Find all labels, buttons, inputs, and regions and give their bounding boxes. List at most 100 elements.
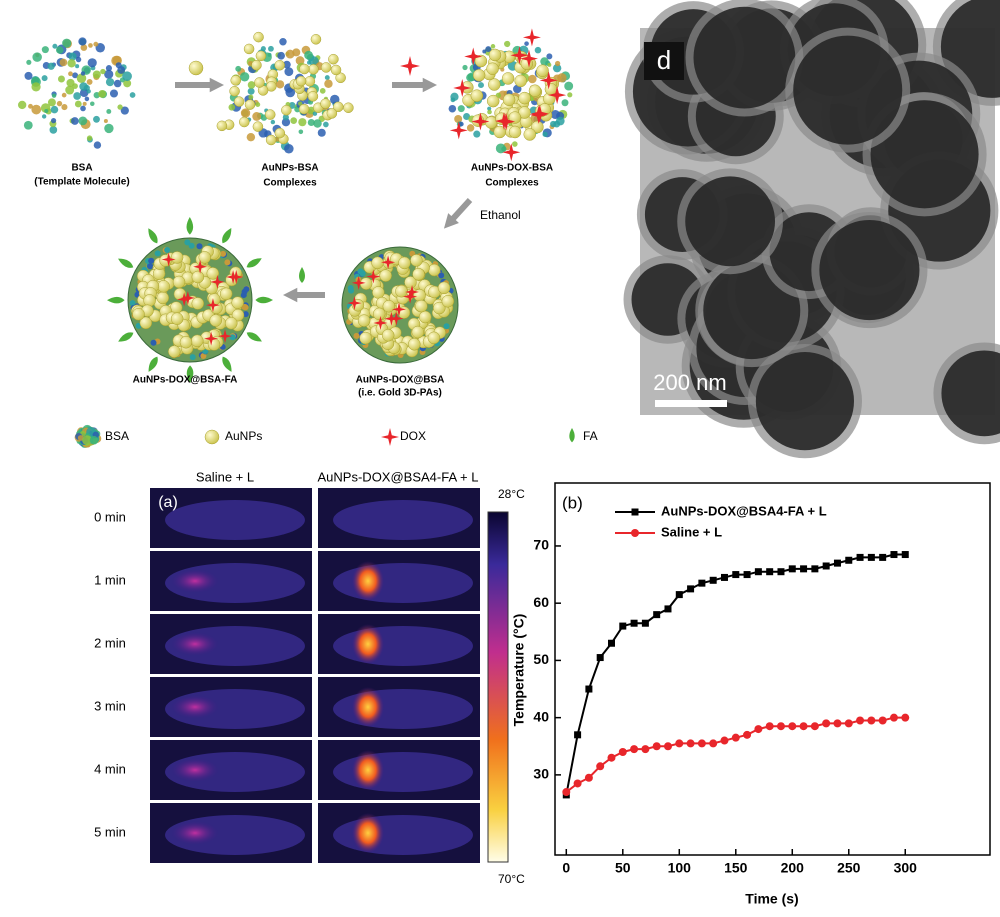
gold-np bbox=[239, 116, 250, 128]
protein-coil bbox=[80, 44, 88, 51]
gold-np bbox=[310, 34, 322, 45]
particle bbox=[819, 219, 920, 321]
protein-coil bbox=[103, 119, 108, 124]
gold-np bbox=[216, 120, 228, 132]
protein-coil bbox=[567, 92, 573, 98]
point bbox=[731, 733, 740, 742]
mouse bbox=[165, 500, 305, 540]
protein-coil bbox=[319, 88, 326, 94]
gold-np bbox=[502, 93, 516, 107]
protein-coil bbox=[463, 113, 471, 121]
protein-coil bbox=[41, 46, 49, 54]
protein-coil bbox=[47, 98, 56, 107]
protein-coil bbox=[47, 62, 55, 70]
protein-coil bbox=[255, 102, 261, 108]
legend-text: Saline + L bbox=[661, 524, 722, 539]
thermal-images: 0 min 1 min 2 min 3 min 4 min 5 min bbox=[94, 488, 480, 863]
gold-np bbox=[295, 75, 307, 87]
gold-np bbox=[209, 314, 222, 327]
point bbox=[833, 559, 841, 567]
protein-coil bbox=[76, 73, 87, 83]
gold-np bbox=[307, 91, 319, 102]
protein-coil bbox=[313, 119, 322, 128]
row-label: 5 min bbox=[94, 824, 126, 839]
fa bbox=[107, 296, 125, 304]
dox bbox=[226, 270, 241, 285]
protein-coil bbox=[246, 132, 256, 142]
point bbox=[687, 585, 695, 593]
protein-coil bbox=[52, 43, 58, 49]
protein-coil bbox=[31, 82, 41, 92]
protein-coil bbox=[106, 108, 112, 114]
particle bbox=[703, 262, 801, 360]
protein-coil bbox=[324, 75, 330, 81]
gold-np bbox=[231, 296, 244, 309]
point bbox=[743, 571, 751, 579]
protein-coil bbox=[353, 332, 360, 339]
y-tick-label: 60 bbox=[533, 594, 549, 610]
protein-coil bbox=[220, 250, 227, 257]
protein-coil bbox=[324, 79, 333, 88]
protein-coil bbox=[512, 141, 518, 147]
gold-np bbox=[229, 85, 240, 97]
point bbox=[562, 788, 571, 797]
protein-coil bbox=[317, 128, 326, 137]
protein-coil bbox=[242, 303, 249, 310]
point bbox=[901, 713, 910, 722]
protein-coil bbox=[164, 247, 171, 254]
protein-coil bbox=[73, 92, 81, 100]
gold-np bbox=[298, 103, 310, 115]
schematic-art bbox=[17, 28, 575, 448]
gold-np bbox=[320, 98, 331, 109]
protein-coil bbox=[148, 257, 155, 264]
protein-coil bbox=[285, 87, 296, 98]
series-line bbox=[565, 553, 906, 796]
gold-np bbox=[488, 78, 501, 91]
protein-coil bbox=[56, 100, 63, 107]
point bbox=[630, 619, 638, 627]
protein-coil bbox=[88, 43, 93, 48]
protein-coil bbox=[44, 108, 49, 114]
x-tick-label: 250 bbox=[837, 860, 861, 876]
point bbox=[664, 605, 672, 613]
protein-coil bbox=[67, 59, 76, 68]
panel-label: d bbox=[657, 45, 671, 75]
point bbox=[652, 742, 661, 751]
protein-coil bbox=[312, 111, 318, 116]
gold-np bbox=[418, 310, 432, 324]
y-tick-label: 70 bbox=[533, 537, 549, 553]
dox bbox=[366, 269, 381, 284]
point bbox=[596, 762, 605, 771]
gold-np bbox=[264, 109, 276, 120]
point bbox=[822, 562, 830, 570]
legend-text: FA bbox=[583, 429, 598, 443]
x-tick-label: 200 bbox=[781, 860, 805, 876]
protein-coil bbox=[528, 74, 537, 84]
protein-coil bbox=[542, 131, 548, 137]
gold-np bbox=[168, 345, 181, 358]
gold-np bbox=[251, 59, 262, 71]
fa bbox=[186, 217, 194, 235]
protein-coil bbox=[61, 92, 67, 98]
gold-np bbox=[433, 301, 446, 315]
protein-coil bbox=[23, 120, 33, 130]
gold-np bbox=[328, 53, 339, 65]
gold-np bbox=[381, 329, 395, 342]
protein-coil bbox=[348, 287, 355, 294]
point bbox=[810, 722, 819, 731]
protein-coil bbox=[93, 41, 99, 47]
protein-coil bbox=[51, 93, 57, 98]
protein-coil bbox=[298, 129, 304, 135]
gold-np bbox=[233, 96, 245, 107]
point bbox=[574, 731, 582, 739]
dox bbox=[548, 86, 567, 105]
protein-coil bbox=[93, 141, 102, 149]
row-label: 3 min bbox=[94, 698, 126, 713]
gold-np bbox=[299, 63, 310, 75]
legend-text: BSA bbox=[105, 429, 129, 443]
protein-coil bbox=[307, 118, 315, 127]
point bbox=[800, 565, 808, 573]
protein-coil bbox=[50, 118, 57, 124]
point bbox=[686, 739, 695, 748]
